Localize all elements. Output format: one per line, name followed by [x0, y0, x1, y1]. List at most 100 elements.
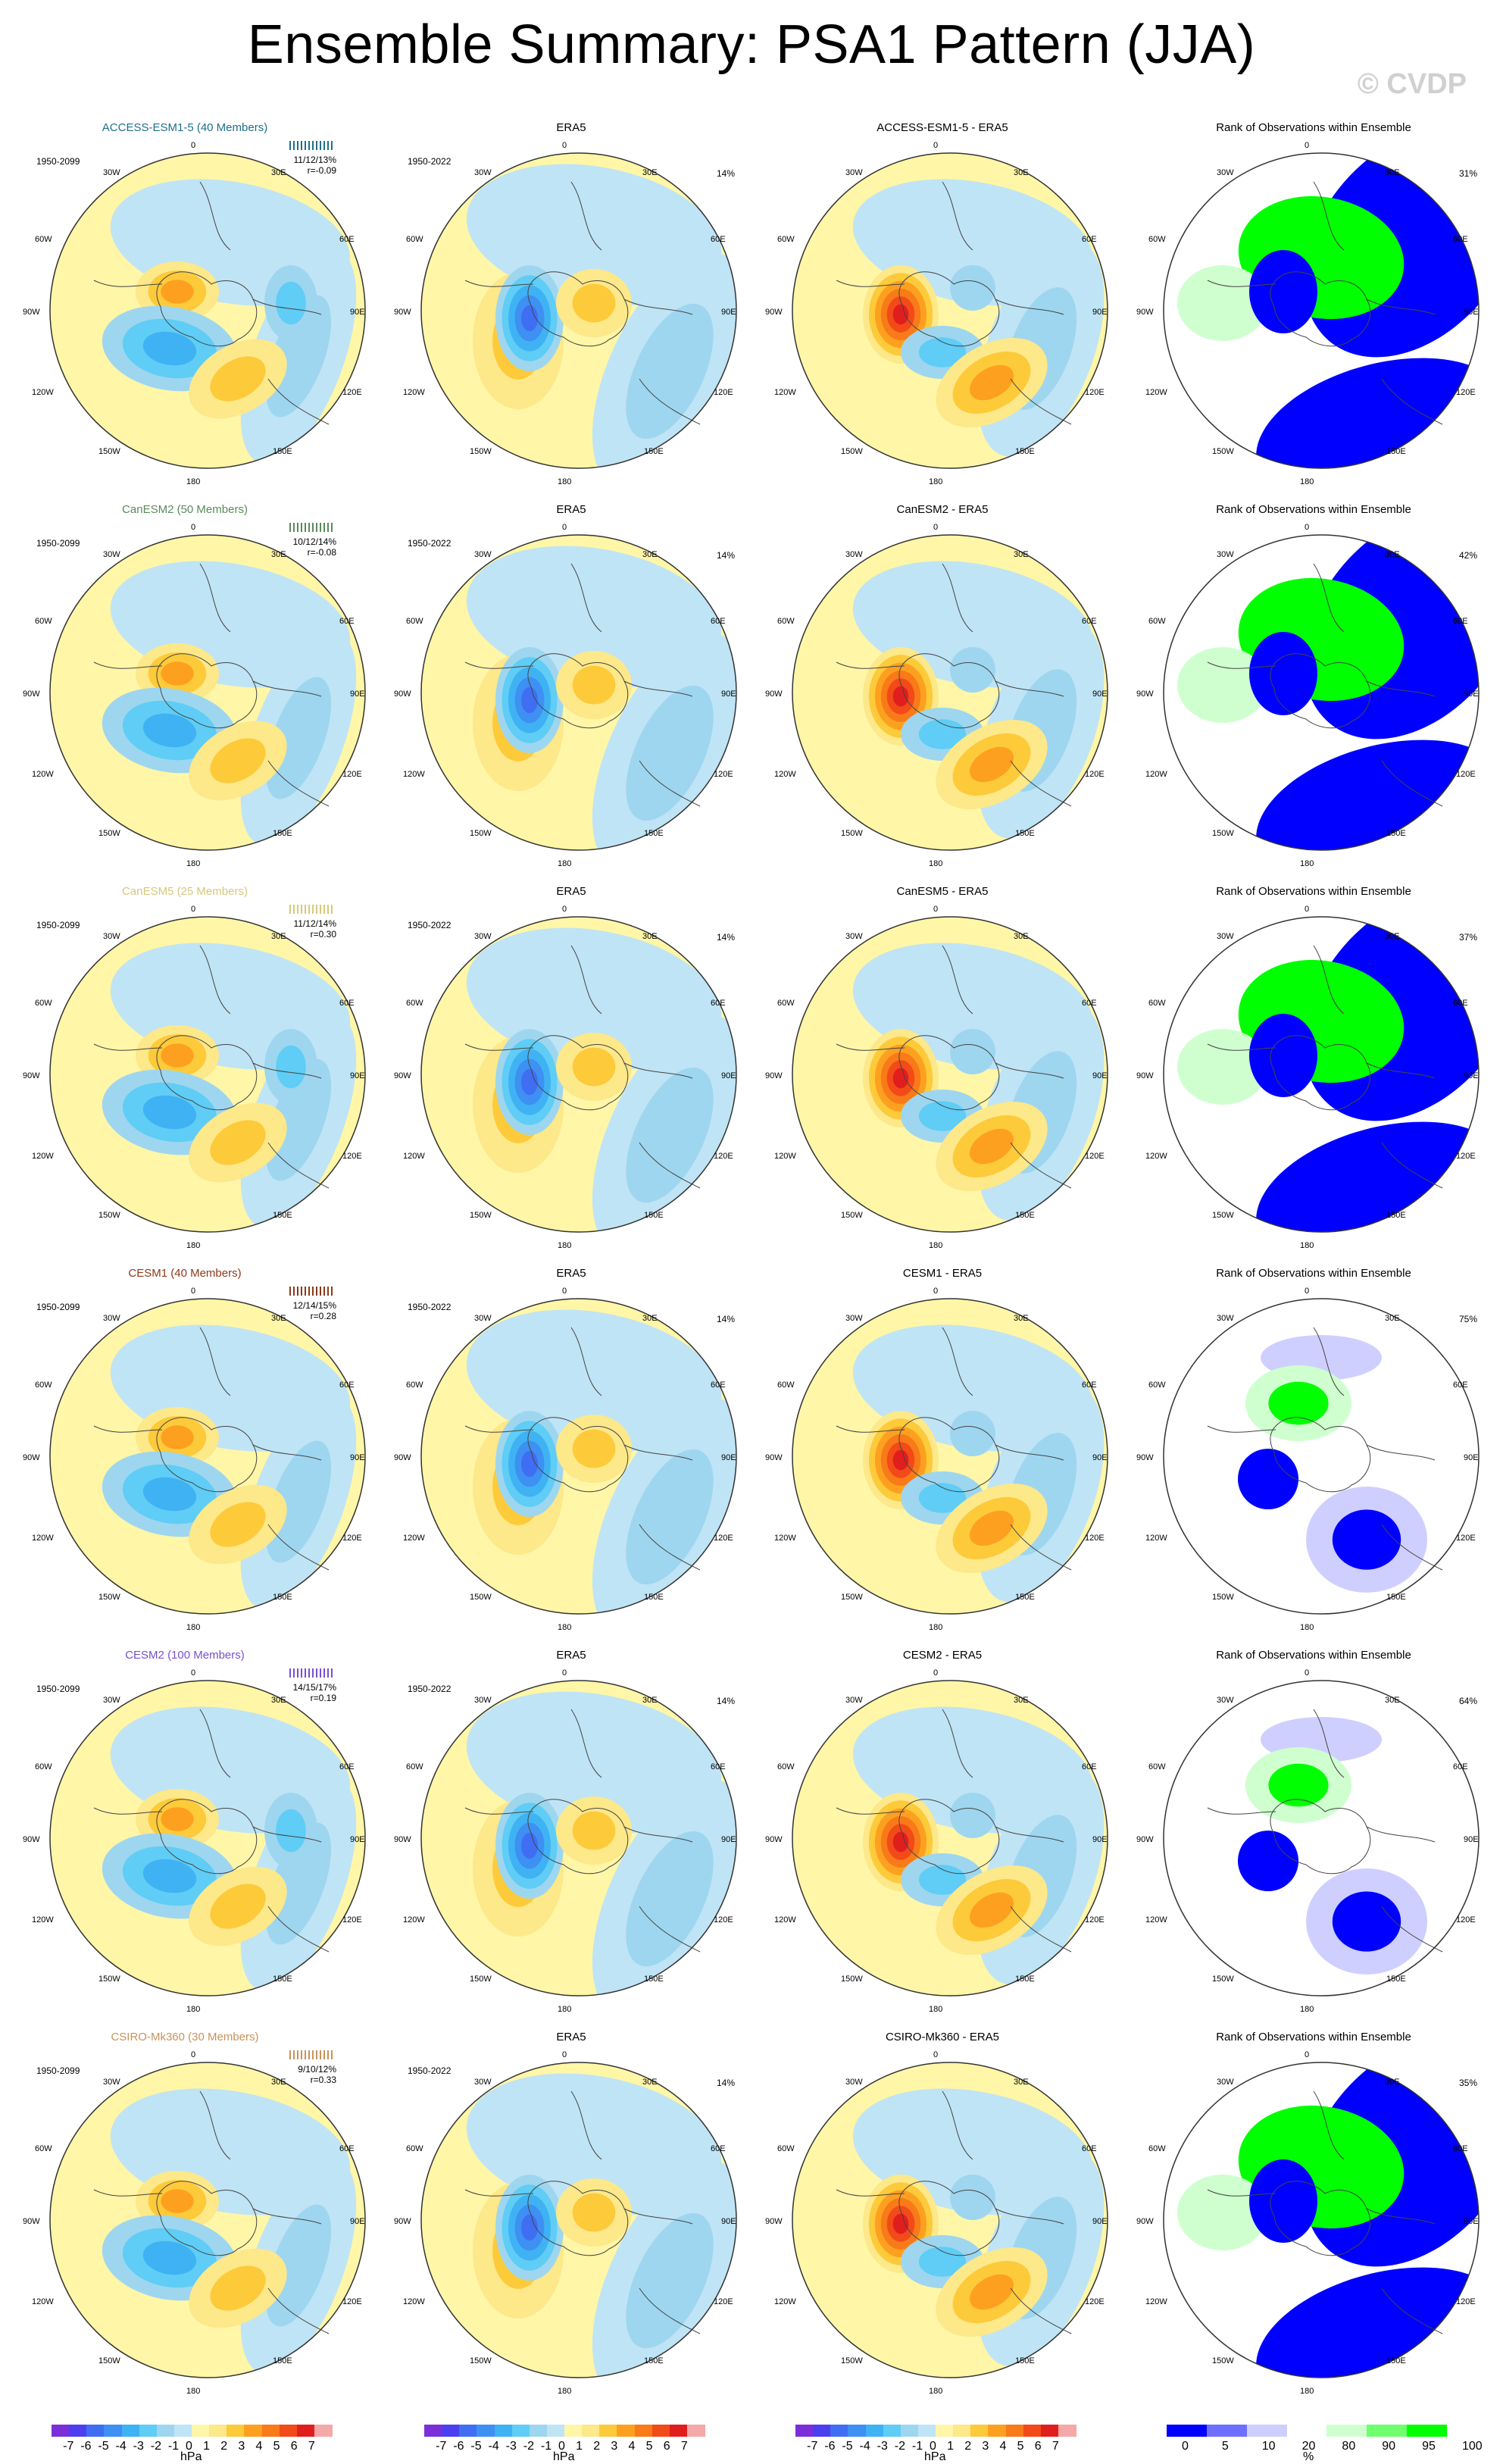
rank-title: Rank of Observations within Ensemble [1216, 1649, 1411, 1662]
colorbar-swatch [900, 2425, 919, 2437]
longitude-label: 60E [711, 235, 726, 244]
rank-map: Rank of Observations within Ensemble 37% … [1132, 885, 1495, 1266]
longitude-label: 120E [342, 388, 362, 397]
colorbar-tick-label: -6 [80, 2440, 92, 2453]
polar-stereographic-projection [791, 1679, 1109, 1997]
longitude-label: 180 [558, 1623, 572, 1632]
colorbar-tick-label: 3 [611, 2440, 618, 2453]
colorbar-swatch [156, 2425, 175, 2437]
colorbar-swatch [795, 2425, 814, 2437]
longitude-label: 90E [1092, 308, 1108, 317]
longitude-label: 30W [103, 2078, 120, 2087]
colorbar-swatch [104, 2425, 122, 2437]
colorbar-swatch [209, 2425, 227, 2437]
longitude-label: 30E [1014, 1314, 1029, 1323]
period-label: 1950-2022 [408, 2065, 452, 2076]
polar-stereographic-projection [420, 152, 738, 470]
colorbar-swatch [1326, 2425, 1367, 2437]
polar-stereographic-projection [420, 915, 738, 1234]
longitude-label: 30W [474, 550, 492, 559]
longitude-label: 180 [929, 2005, 943, 2014]
period-label: 1950-2099 [36, 920, 80, 930]
longitude-label: 0 [933, 905, 939, 914]
longitude-label: 180 [558, 2387, 572, 2396]
longitude-label: 120E [342, 1915, 362, 1925]
longitude-label: 120W [403, 388, 425, 397]
longitude-label: 150E [273, 829, 292, 838]
longitude-label: 150W [98, 447, 120, 456]
longitude-label: 30E [642, 932, 658, 941]
longitude-label: 150W [98, 2356, 120, 2366]
longitude-label: 150E [1386, 1593, 1406, 1602]
longitude-label: 30W [1217, 550, 1234, 559]
member-spread-ticks [289, 1284, 350, 1297]
colorbar-tick-label: -3 [876, 2440, 888, 2453]
colorbar-unit: % [1303, 2450, 1314, 2463]
obs-title: ERA5 [556, 1649, 586, 1662]
longitude-label: 90E [1464, 2217, 1479, 2226]
obs-map: ERA5 1950-2022 14% 0 180 30W 60W 90W 120W 150W 30… [389, 885, 753, 1266]
longitude-label: 90E [350, 1453, 365, 1462]
polar-stereographic-projection [791, 152, 1109, 470]
stat-percent: 14/15/17% [292, 1682, 336, 1693]
longitude-label: 60W [406, 235, 423, 244]
colorbar-swatch [261, 2425, 280, 2437]
colorbar-tick-label: 5 [1017, 2440, 1024, 2453]
longitude-label: 60E [1453, 999, 1468, 1008]
colorbar-swatch [617, 2425, 635, 2437]
colorbar-swatch [1367, 2425, 1408, 2437]
longitude-label: 90E [350, 2217, 365, 2226]
longitude-label: 30E [1385, 2078, 1400, 2087]
difference-map: CanESM2 - ERA5 0 180 30W 60W 90W 120W 150W 30E 6… [761, 503, 1124, 884]
longitude-label: 150E [644, 1593, 664, 1602]
longitude-label: 120W [32, 1915, 54, 1925]
longitude-label: 60E [1082, 999, 1097, 1008]
colorbar-swatch [865, 2425, 884, 2437]
stat-percent: 12/14/15% [292, 1300, 336, 1311]
longitude-label: 180 [186, 2387, 201, 2396]
model-title: CSIRO-Mk360 (30 Members) [111, 2031, 259, 2043]
longitude-label: 120E [1456, 2297, 1476, 2306]
rank-title: Rank of Observations within Ensemble [1216, 503, 1411, 516]
colorbar-swatch [970, 2425, 989, 2437]
period-label: 1950-2022 [408, 538, 452, 549]
colorbar-tick-label: -6 [453, 2440, 464, 2453]
colorbar-tick-label: 5 [645, 2440, 653, 2453]
colorbar-tick-label: 7 [308, 2440, 315, 2453]
longitude-label: 90W [765, 689, 783, 699]
difference-title: CESM1 - ERA5 [902, 1267, 983, 1280]
longitude-label: 90E [350, 1835, 365, 1844]
colorbar-tick-label: -4 [115, 2440, 127, 2453]
longitude-label: 90E [1464, 1835, 1479, 1844]
longitude-label: 150W [1212, 1975, 1234, 1984]
colorbar-tick-label: 6 [663, 2440, 670, 2453]
colorbar-swatch [424, 2425, 442, 2437]
longitude-label: 30W [103, 168, 120, 177]
longitude-label: 90W [394, 1835, 411, 1844]
longitude-label: 150W [98, 1211, 120, 1220]
colorbar-swatch [1058, 2425, 1076, 2437]
longitude-label: 30E [1385, 168, 1400, 177]
colorbar-tick-label: 6 [290, 2440, 298, 2453]
rank-title: Rank of Observations within Ensemble [1216, 885, 1411, 898]
longitude-label: 120W [32, 388, 54, 397]
longitude-label: 90E [1092, 1453, 1108, 1462]
difference-title: CanESM2 - ERA5 [896, 503, 989, 516]
longitude-label: 60E [1453, 2144, 1468, 2153]
longitude-label: 150W [1212, 1211, 1234, 1220]
colorbar-swatch [477, 2425, 495, 2437]
longitude-label: 180 [558, 2005, 572, 2014]
colorbar-swatch [830, 2425, 848, 2437]
longitude-label: 90W [765, 1071, 783, 1080]
colorbar-unit: hPa [553, 2450, 575, 2463]
longitude-label: 150E [273, 1593, 292, 1602]
colorbar-rank: 0 5 10 20 80 90 95 100% [1167, 2425, 1483, 2463]
colorbar-swatch [883, 2425, 901, 2437]
polar-stereographic-projection [48, 915, 367, 1234]
longitude-label: 60E [711, 617, 726, 626]
colorbar-swatch [1286, 2425, 1327, 2437]
variance-percent: 14% [717, 2078, 736, 2088]
variance-percent: 14% [717, 1314, 736, 1324]
colorbar-tick-label: 1 [203, 2440, 211, 2453]
polar-stereographic-projection [48, 152, 367, 470]
